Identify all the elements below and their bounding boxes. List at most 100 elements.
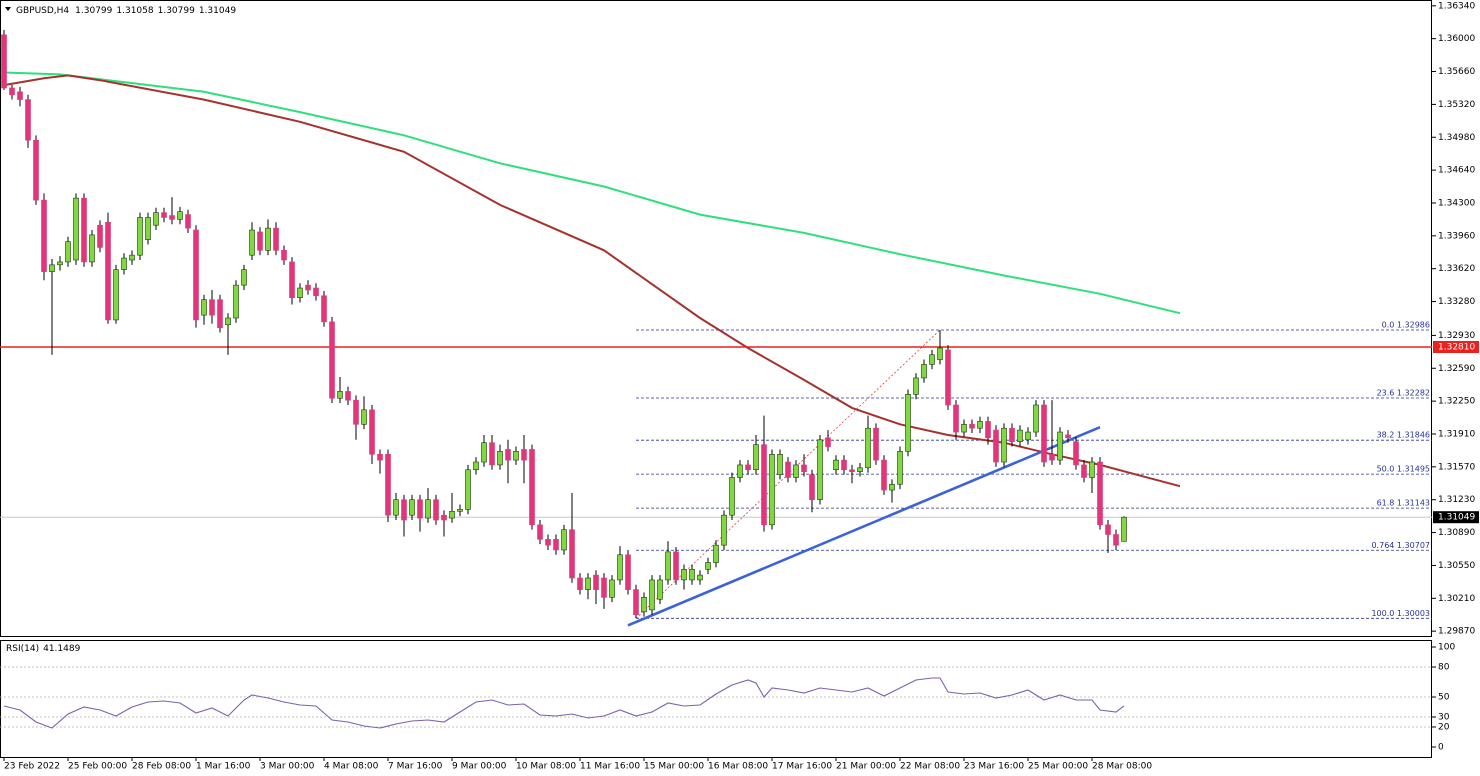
candle-body-up xyxy=(129,254,135,261)
candle-body-up xyxy=(681,569,687,581)
candle-body-up xyxy=(153,212,159,226)
candle-body-up xyxy=(833,459,839,471)
x-tick-label: 10 Mar 08:00 xyxy=(516,762,576,772)
x-tick-label: 7 Mar 16:00 xyxy=(388,762,443,772)
symbol: GBPUSD,H4 xyxy=(16,6,69,16)
y-tick-label: 1.30210 xyxy=(1438,594,1475,604)
candle-body-down xyxy=(161,212,167,218)
candle-body-up xyxy=(121,257,127,270)
rsi-tick-label: 20 xyxy=(1438,723,1450,733)
candle-body-down xyxy=(841,459,847,471)
fib-label: 100.0 1.30003 xyxy=(1371,609,1430,618)
candle-body-up xyxy=(641,597,647,613)
y-tick-label: 1.36000 xyxy=(1438,34,1475,44)
candle-body-down xyxy=(953,404,959,433)
candle-body-up xyxy=(1017,429,1023,443)
candle-body-down xyxy=(849,469,855,472)
candle-body-up xyxy=(89,234,95,263)
candle-body-up xyxy=(977,421,983,429)
fib-label: 0.764 1.30707 xyxy=(1371,541,1430,550)
candle-body-up xyxy=(177,211,183,220)
rsi-tick-label: 80 xyxy=(1438,663,1450,673)
candle-body-down xyxy=(81,197,87,263)
y-tick-label: 1.34640 xyxy=(1438,166,1475,176)
candle-body-up xyxy=(705,562,711,570)
y-tick-label: 1.35320 xyxy=(1438,100,1475,110)
candle-body-up xyxy=(449,511,455,519)
candle-body-down xyxy=(809,474,815,501)
candle-body-down xyxy=(785,461,791,478)
candle-body-down xyxy=(505,449,511,461)
candle-body-up xyxy=(889,483,895,491)
candle-body-down xyxy=(633,589,639,616)
y-tick-label: 1.30890 xyxy=(1438,528,1475,538)
candle-body-up xyxy=(689,569,695,581)
candle-body-up xyxy=(937,347,943,360)
candle-body-up xyxy=(465,469,471,510)
candle-body-up xyxy=(513,451,519,461)
candle-body-down xyxy=(489,442,495,466)
candle-body-up xyxy=(561,529,567,551)
header-low: 1.30799 xyxy=(158,6,195,16)
chart-header: GBPUSD,H4 1.30799 1.31058 1.30799 1.31049 xyxy=(16,6,236,16)
candle-body-up xyxy=(665,551,671,581)
trendline xyxy=(627,426,1101,627)
candle-body-up xyxy=(585,577,591,590)
candle-body-down xyxy=(257,231,263,251)
y-tick-label: 1.31570 xyxy=(1438,462,1475,472)
candle-body-up xyxy=(737,464,743,478)
y-tick-label: 1.31910 xyxy=(1438,429,1475,439)
candle-body-up xyxy=(713,544,719,563)
candle-body-up xyxy=(913,377,919,395)
x-tick-label: 28 Feb 08:00 xyxy=(132,762,191,772)
fib-label: 0.0 1.32986 xyxy=(1382,320,1430,329)
y-tick-label: 1.32590 xyxy=(1438,364,1475,374)
main-pane xyxy=(0,0,1432,637)
candle-body-down xyxy=(569,529,575,579)
candle-body-down xyxy=(97,224,103,248)
y-tick-label: 1.31230 xyxy=(1438,495,1475,505)
candle-body-up xyxy=(905,394,911,452)
candle-body-down xyxy=(801,464,807,472)
candle-body-up xyxy=(1057,431,1063,461)
candle-body-up xyxy=(865,427,871,469)
rsi-tick-label: 30 xyxy=(1438,713,1450,723)
fib-label: 38.2 1.31846 xyxy=(1377,431,1430,440)
candle-body-up xyxy=(65,241,71,263)
candle-body-up xyxy=(617,554,623,581)
candle-body-down xyxy=(193,229,199,321)
candle-body-up xyxy=(241,269,247,286)
candle-body-up xyxy=(1025,431,1031,441)
rsi-header: RSI(14) 41.1489 xyxy=(6,644,81,654)
candle-body-down xyxy=(273,227,279,251)
x-tick-label: 16 Mar 08:00 xyxy=(708,762,768,772)
hline-price-box xyxy=(1433,340,1479,353)
candle-body-down xyxy=(537,524,543,540)
x-tick-label: 17 Mar 16:00 xyxy=(772,762,832,772)
candle-body-up xyxy=(753,444,759,471)
x-tick-label: 9 Mar 00:00 xyxy=(452,762,507,772)
candle-body-up xyxy=(481,442,487,463)
candle-body-up xyxy=(57,261,63,266)
candle-body-down xyxy=(417,499,423,519)
candle-body-down xyxy=(345,391,351,401)
y-tick-label: 1.30550 xyxy=(1438,561,1475,571)
candle-body-up xyxy=(409,499,415,516)
candle-body-down xyxy=(25,99,31,141)
menu-arrow xyxy=(5,7,11,11)
candle-body-down xyxy=(881,459,887,491)
candle-body-down xyxy=(1049,453,1055,461)
candle-body-up xyxy=(817,439,823,501)
candle-body-up xyxy=(1001,427,1007,463)
candle-body-down xyxy=(1,34,7,89)
x-tick-label: 28 Mar 08:00 xyxy=(1092,762,1152,772)
candle-body-down xyxy=(329,321,335,399)
rsi-tick-label: 0 xyxy=(1438,743,1444,753)
candle-body-up xyxy=(145,217,151,241)
candle-body-up xyxy=(225,317,231,326)
candle-body-up xyxy=(793,464,799,478)
candle-body-down xyxy=(521,449,527,461)
candle-body-down xyxy=(985,421,991,439)
header-close: 1.31049 xyxy=(199,6,236,16)
candle-body-up xyxy=(897,451,903,485)
